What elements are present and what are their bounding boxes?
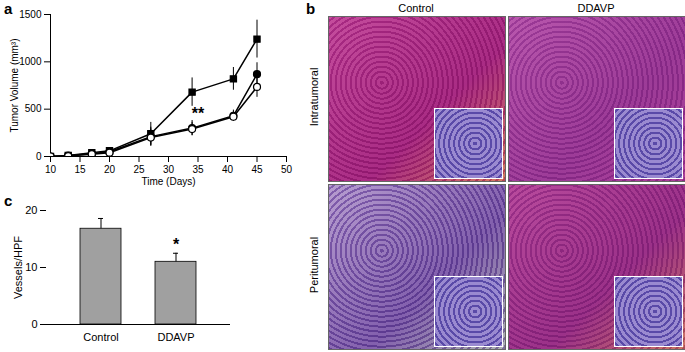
svg-text:*: * [173,236,180,253]
svg-text:20: 20 [104,164,116,175]
svg-text:15: 15 [74,164,86,175]
svg-text:40: 40 [222,164,234,175]
svg-text:10: 10 [45,164,57,175]
svg-text:10: 10 [25,261,37,273]
svg-text:Time (Days): Time (Days) [141,176,195,187]
html-text:Peritumoral: Peritumoral [308,236,320,294]
svg-text:45: 45 [251,164,263,175]
svg-text:0: 0 [36,151,42,162]
svg-text:30: 30 [163,164,175,175]
html-text:Intratumoral: Intratumoral [308,67,320,127]
html-text:b: b [306,0,316,17]
svg-text:35: 35 [192,164,204,175]
svg-text:0: 0 [31,318,37,330]
svg-text:500: 500 [25,103,42,114]
html-text:c: c [4,192,13,209]
html-text:a: a [4,0,13,17]
html-text:Control: Control [398,2,434,14]
svg-text:Tumor Volume (mm³): Tumor Volume (mm³) [9,38,20,132]
svg-text:50: 50 [281,164,293,175]
svg-text:20: 20 [25,204,37,216]
html-text:DDAVP: DDAVP [577,2,615,14]
svg-text:1500: 1500 [19,9,42,20]
svg-text:**: ** [192,105,205,122]
svg-text:DDAVP: DDAVP [157,331,194,343]
svg-text:Control: Control [83,331,118,343]
svg-text:Vessels/HPF: Vessels/HPF [12,236,24,299]
svg-text:25: 25 [133,164,145,175]
svg-text:1000: 1000 [19,56,42,67]
